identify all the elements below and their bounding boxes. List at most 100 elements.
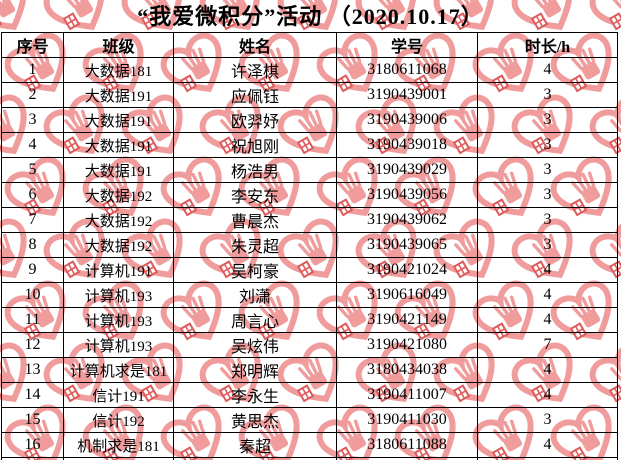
cell-class: 信计192	[63, 407, 174, 433]
cell-index: 10	[1, 282, 64, 308]
header-name: 姓名	[173, 32, 337, 58]
cell-index: 12	[1, 332, 64, 358]
cell-index: 2	[1, 82, 64, 108]
header-class: 班级	[63, 32, 174, 58]
cell-student-id: 3180611088	[336, 432, 478, 458]
cell-name: 刘潇	[173, 282, 337, 308]
cell-hours: 3	[477, 182, 618, 208]
cell-name: 杨浩男	[173, 157, 337, 183]
table-row: 14 信计191 李永生 3190411007 4	[1, 382, 618, 408]
cell-index: 1	[1, 57, 64, 83]
cell-name: 周言心	[173, 307, 337, 333]
cell-hours: 3	[477, 107, 618, 133]
cell-student-id: 3190411030	[336, 407, 478, 433]
table-row: 5 大数据191 杨浩男 3190439029 3	[1, 157, 618, 183]
cell-hours: 3	[477, 157, 618, 183]
cell-student-id: 3190616049	[336, 282, 478, 308]
header-student-id: 学号	[336, 32, 478, 58]
cell-name: 应佩钰	[173, 82, 337, 108]
cell-hours: 3	[477, 82, 618, 108]
cell-name: 吴柯豪	[173, 257, 337, 283]
cell-class: 大数据192	[63, 207, 174, 233]
cell-hours: 4	[477, 257, 618, 283]
cell-name: 朱灵超	[173, 232, 337, 258]
cell-class: 计算机193	[63, 282, 174, 308]
header-hours: 时长/h	[477, 32, 618, 58]
cell-hours: 3	[477, 407, 618, 433]
table-row: 8 大数据192 朱灵超 3190439065 3	[1, 232, 618, 258]
table-row: 7 大数据192 曹晨杰 3190439062 3	[1, 207, 618, 233]
cell-class: 大数据191	[63, 82, 174, 108]
cell-student-id: 3190411007	[336, 382, 478, 408]
cell-index: 9	[1, 257, 64, 283]
cell-index: 6	[1, 182, 64, 208]
cell-name: 欧羿妤	[173, 107, 337, 133]
cell-class: 机制求是181	[63, 432, 174, 458]
cell-index: 13	[1, 357, 64, 383]
cell-index: 5	[1, 157, 64, 183]
cell-class: 大数据192	[63, 182, 174, 208]
cell-class: 大数据191	[63, 157, 174, 183]
cell-class: 计算机193	[63, 307, 174, 333]
cell-student-id: 3190439062	[336, 207, 478, 233]
cell-index: 8	[1, 232, 64, 258]
table-row: 3 大数据191 欧羿妤 3190439006 3	[1, 107, 618, 133]
cell-class: 大数据192	[63, 232, 174, 258]
table-row: 10 计算机193 刘潇 3190616049 4	[1, 282, 618, 308]
cell-hours: 4	[477, 357, 618, 383]
cell-class: 计算机193	[63, 332, 174, 358]
page-title: “我爱微积分”活动 （2020.10.17）	[137, 4, 484, 29]
cell-student-id: 3190439006	[336, 107, 478, 133]
cell-name: 许泽棋	[173, 57, 337, 83]
cell-hours: 3	[477, 132, 618, 158]
table-row: 15 信计192 黄思杰 3190411030 3	[1, 407, 618, 433]
header-row: 序号 班级 姓名 学号 时长/h	[1, 32, 618, 58]
table-row: 13 计算机求是181 郑明辉 3180434038 4	[1, 357, 618, 383]
cell-name: 曹晨杰	[173, 207, 337, 233]
cell-name: 李永生	[173, 382, 337, 408]
cell-hours: 4	[477, 432, 618, 458]
cell-student-id: 3190421024	[336, 257, 478, 283]
cell-index: 7	[1, 207, 64, 233]
cell-name: 吴炫伟	[173, 332, 337, 358]
cell-hours: 3	[477, 207, 618, 233]
cell-student-id: 3190421149	[336, 307, 478, 333]
cell-hours: 3	[477, 232, 618, 258]
cell-name: 李安东	[173, 182, 337, 208]
cell-hours: 4	[477, 57, 618, 83]
cell-index: 3	[1, 107, 64, 133]
cell-class: 计算机求是181	[63, 357, 174, 383]
cell-student-id: 3180434038	[336, 357, 478, 383]
cell-name: 祝旭刚	[173, 132, 337, 158]
cell-index: 4	[1, 132, 64, 158]
cell-class: 大数据181	[63, 57, 174, 83]
cell-student-id: 3190439029	[336, 157, 478, 183]
header-index: 序号	[1, 32, 64, 58]
table-body: 1 大数据181 许泽棋 3180611068 4 2 大数据191 应佩钰 319043900…	[1, 57, 618, 460]
cell-hours: 4	[477, 307, 618, 333]
cell-index: 11	[1, 307, 64, 333]
table-row: 4 大数据191 祝旭刚 3190439018 3	[1, 132, 618, 158]
cell-student-id: 3190439065	[336, 232, 478, 258]
cell-index: 14	[1, 382, 64, 408]
cell-student-id: 3190421080	[336, 332, 478, 358]
cell-class: 大数据191	[63, 107, 174, 133]
table-row: 9 计算机191 吴柯豪 3190421024 4	[1, 257, 618, 283]
cell-name: 秦超	[173, 432, 337, 458]
cell-hours: 7	[477, 332, 618, 358]
cell-class: 信计191	[63, 382, 174, 408]
table-row: 6 大数据192 李安东 3190439056 3	[1, 182, 618, 208]
table-row: 2 大数据191 应佩钰 3190439001 3	[1, 82, 618, 108]
activity-table: 序号 班级 姓名 学号 时长/h 1 大数据181 许泽棋 3180611068 4 2 大…	[1, 32, 618, 460]
table-row: 12 计算机193 吴炫伟 3190421080 7	[1, 332, 618, 358]
cell-student-id: 3180611068	[336, 57, 478, 83]
cell-index: 16	[1, 432, 64, 458]
cell-student-id: 3190439001	[336, 82, 478, 108]
cell-student-id: 3190439018	[336, 132, 478, 158]
cell-name: 黄思杰	[173, 407, 337, 433]
cell-class: 计算机191	[63, 257, 174, 283]
cell-hours: 4	[477, 282, 618, 308]
cell-class: 大数据191	[63, 132, 174, 158]
table-row: 1 大数据181 许泽棋 3180611068 4	[1, 57, 618, 83]
